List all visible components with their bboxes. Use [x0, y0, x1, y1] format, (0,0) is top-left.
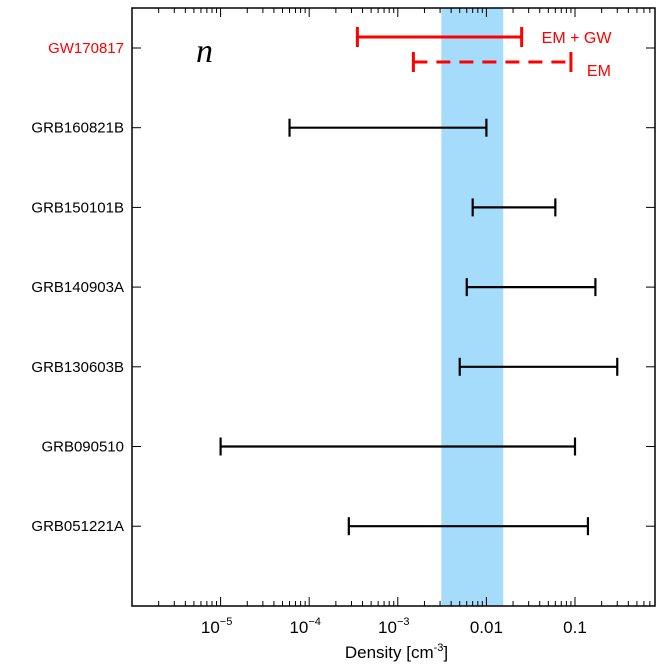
x-tick-label: 10−5 — [201, 616, 232, 637]
x-tick-label: 0.01 — [470, 618, 503, 637]
x-axis-label-exponent: -3 — [434, 642, 444, 654]
row-label: GRB130603B — [31, 359, 124, 376]
x-tick-label-base: 10 — [201, 618, 220, 637]
row-label: GRB150101B — [31, 199, 124, 216]
row-label: GRB051221A — [31, 518, 124, 535]
row-labels: GW170817 GRB160821B GRB150101B GRB140903A GR… — [31, 40, 124, 535]
x-tick-labels: 10−5 10−4 10−3 0.01 0.1 — [201, 616, 587, 637]
x-axis-label-suffix: ] — [443, 643, 448, 662]
x-axis-label-main: Density [cm — [345, 643, 434, 662]
x-tick-label: 10−3 — [378, 616, 409, 637]
row-label: GW170817 — [48, 40, 124, 57]
row-label: GRB160821B — [31, 120, 124, 137]
x-tick-label: 10−4 — [289, 616, 320, 637]
x-tick-label-base: 10 — [378, 618, 397, 637]
row-label: GRB090510 — [41, 439, 124, 456]
x-tick-label-exponent: −4 — [308, 616, 321, 628]
x-tick-label-exponent: −5 — [220, 616, 233, 628]
interval-marks: EM + GW EM — [219, 27, 619, 536]
panel-label: n — [196, 33, 213, 70]
x-tick-label: 0.1 — [563, 618, 587, 637]
plot-frame — [131, 7, 656, 607]
interval-annotation: EM + GW — [542, 30, 613, 47]
shaded-band — [441, 8, 504, 606]
x-tick-label-base: 10 — [289, 618, 308, 637]
x-axis-label: Density [cm-3] — [345, 642, 448, 662]
x-tick-label-exponent: −3 — [397, 616, 410, 628]
interval-annotation: EM — [587, 63, 611, 80]
row-label: GRB140903A — [31, 279, 124, 296]
tick-marks — [131, 8, 656, 606]
